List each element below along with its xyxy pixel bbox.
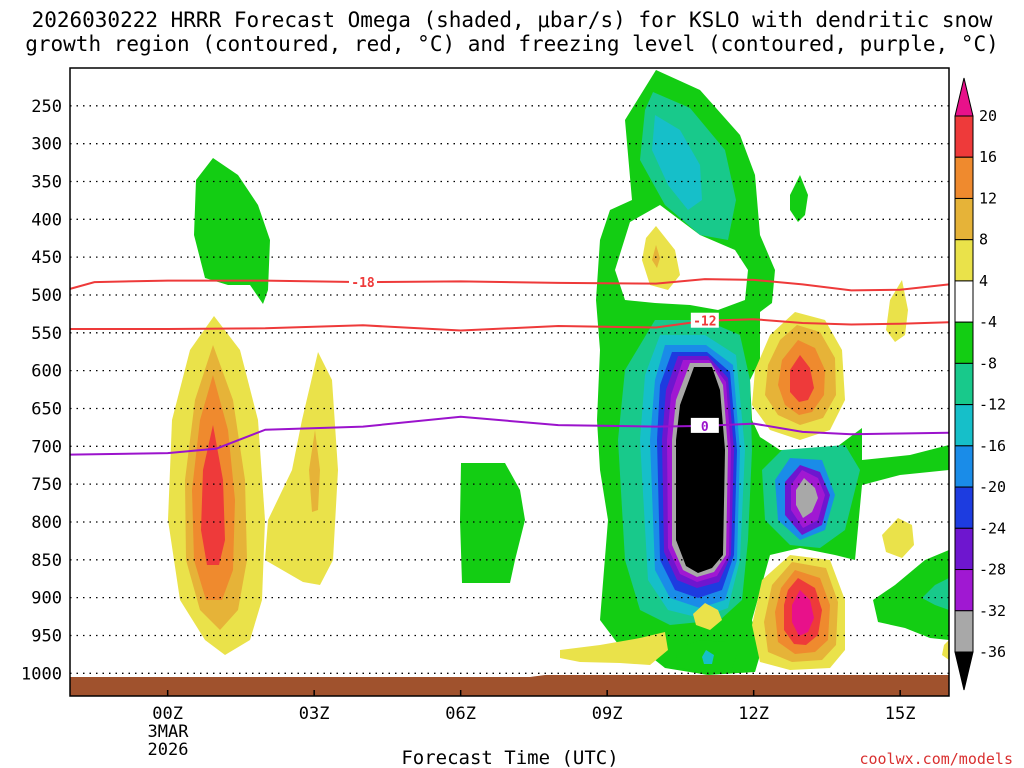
colorbar-swatch-1	[954, 115, 974, 158]
y-tick-800: 800	[31, 513, 62, 533]
omega-shading	[168, 70, 949, 675]
contour-label-bg-0	[690, 417, 719, 433]
colorbar-swatch-6	[954, 321, 974, 364]
y-axis-ticks: 250 300 350 400 450 500 550 600 650 700 750 800 850 9…	[21, 97, 62, 684]
omega-cell-hole-tan	[652, 245, 660, 268]
colorbar-bottom-arrow	[954, 651, 974, 691]
colorbar-swatch-7	[954, 362, 974, 406]
plot-frame	[69, 67, 950, 697]
colorbar-swatch-11	[954, 527, 974, 571]
omega-cell-13z-upper-red	[790, 355, 814, 402]
colorbar-label-16: 16	[979, 148, 997, 166]
colorbar-swatch-4	[954, 239, 974, 282]
contour-line--18	[69, 278, 950, 292]
y-tick-850: 850	[31, 551, 62, 571]
contour-label--18: -18	[351, 276, 375, 291]
x-tick-15: 15Z	[885, 704, 916, 724]
colorbar-swatch-2	[954, 156, 974, 199]
x-axis-ticks: 00Z 03Z 06Z 09Z 12Z 15Z	[152, 690, 916, 724]
contour-line-0	[69, 415, 950, 456]
colorbar-label--28: -28	[979, 561, 1006, 579]
colorbar-swatch-10	[954, 486, 974, 529]
colorbar-label--32: -32	[979, 602, 1006, 620]
colorbar-label--20: -20	[979, 478, 1006, 496]
omega-cell-03z-tan	[309, 430, 320, 512]
colorbar-label-8: 8	[979, 231, 988, 249]
omega-cell-main-black	[676, 367, 725, 573]
omega-cell-yellow-15z	[882, 518, 914, 558]
omega-cell-03z-yellow	[265, 352, 338, 585]
y-tick-1000: 1000	[21, 664, 62, 684]
omega-cell-green-13z-top	[790, 175, 808, 222]
x-tick-9: 09Z	[592, 704, 623, 724]
y-tick-900: 900	[31, 589, 62, 609]
x-tick-12: 12Z	[738, 704, 769, 724]
colorbar-label--16: -16	[979, 437, 1006, 455]
y-tick-700: 700	[31, 437, 62, 457]
omega-cell-yellow-small	[693, 603, 722, 630]
colorbar-swatch-5	[954, 280, 974, 323]
y-tick-250: 250	[31, 97, 62, 117]
omega-cell-upper-left	[194, 158, 270, 304]
omega-cell-cyan-lowest	[702, 650, 714, 664]
x-axis-label: Forecast Time (UTC)	[401, 747, 618, 768]
contour-label-bg--12	[690, 312, 719, 328]
omega-cell-yellow-right-edge	[942, 640, 949, 660]
colorbar-label--24: -24	[979, 519, 1006, 537]
omega-cell-green-right-low	[873, 550, 949, 640]
contour-label--12: -12	[693, 315, 716, 330]
x-date-line-1: 3MAR	[148, 722, 190, 742]
x-tick-6: 06Z	[445, 704, 476, 724]
colorbar-label--36: -36	[979, 643, 1006, 661]
y-tick-750: 750	[31, 475, 62, 495]
contour-line--12	[70, 318, 950, 332]
omega-cell-upper-cyan	[652, 115, 702, 210]
x-tick-0: 00Z	[152, 704, 183, 724]
y-tick-650: 650	[31, 399, 62, 419]
x-date-line-2: 2026	[148, 740, 189, 760]
y-tick-550: 550	[31, 324, 62, 344]
x-tick-3: 03Z	[299, 704, 330, 724]
colorbar-top-arrow	[954, 77, 974, 117]
contour-label-0: 0	[701, 420, 709, 435]
title-line-2: growth region (contoured, red, °C) and f…	[25, 32, 999, 56]
y-tick-950: 950	[31, 626, 62, 646]
colorbar-label-4: 4	[979, 272, 988, 290]
chart-title: 2026030222 HRRR Forecast Omega (shaded, …	[0, 8, 1024, 56]
omega-cell-hole-yellow	[642, 226, 680, 290]
omega-cell-13z-gray	[796, 478, 818, 518]
colorbar-label-20: 20	[979, 107, 997, 125]
omega-cell-left-red	[201, 425, 225, 565]
colorbar-label--8: -8	[979, 354, 997, 372]
omega-cell-teal-right-low	[922, 578, 949, 610]
colorbar-swatch-13	[954, 610, 974, 653]
y-tick-450: 450	[31, 248, 62, 268]
y-tick-300: 300	[31, 135, 62, 155]
credit-text: coolwx.com/models	[859, 750, 1013, 768]
y-tick-400: 400	[31, 210, 62, 230]
omega-cell-07z-green	[460, 463, 525, 583]
colorbar-swatch-12	[954, 569, 974, 612]
ground-surface	[70, 677, 949, 696]
title-line-1: 2026030222 HRRR Forecast Omega (shaded, …	[31, 8, 993, 32]
colorbar-label--4: -4	[979, 313, 997, 331]
contour-lines: -18 -12 0	[69, 274, 950, 456]
colorbar-label--12: -12	[979, 396, 1006, 414]
colorbar-swatch-8	[954, 404, 974, 447]
y-tick-350: 350	[31, 172, 62, 192]
colorbar-label-12: 12	[979, 189, 997, 207]
colorbar-swatch-9	[954, 445, 974, 488]
ground-bump	[530, 675, 949, 677]
colorbar: 20 16 12 8 4 -4 -8 -12 -16 -20 -24 -28 -32 -36	[954, 77, 1006, 691]
colorbar-swatch-3	[954, 197, 974, 241]
y-tick-600: 600	[31, 362, 62, 382]
y-tick-500: 500	[31, 286, 62, 306]
omega-cell-13z-lower-magenta	[792, 590, 814, 636]
contour-label-bg--18	[349, 274, 377, 290]
omega-cell-yellow-lowlevel	[560, 632, 668, 665]
